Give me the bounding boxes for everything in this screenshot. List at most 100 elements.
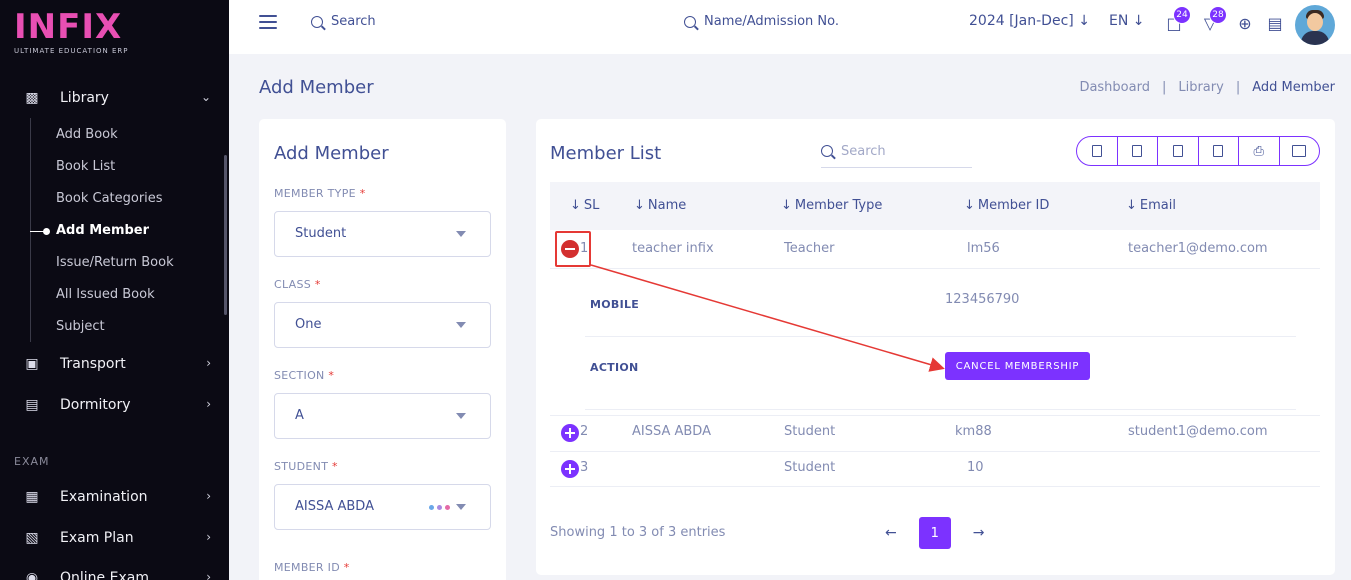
chevron-right-icon: › bbox=[206, 570, 211, 580]
library-submenu bbox=[30, 118, 222, 342]
academic-year-value: 2024 [Jan-Dec] bbox=[969, 13, 1074, 29]
member-id-label: MEMBER ID * bbox=[274, 561, 350, 574]
breadcrumb-separator: | bbox=[1161, 80, 1167, 95]
excel-button[interactable] bbox=[1118, 137, 1158, 165]
bell-icon[interactable]: ▽ 28 bbox=[1199, 6, 1227, 34]
expand-row-button[interactable] bbox=[561, 460, 579, 478]
globe-icon: ◉ bbox=[25, 570, 39, 580]
sidebar-subitem-all-issued-book[interactable]: All Issued Book bbox=[56, 287, 155, 302]
class-select[interactable]: One bbox=[274, 302, 491, 348]
academic-year-select[interactable]: 2024 [Jan-Dec] ↓ bbox=[969, 13, 1090, 29]
admission-search[interactable]: Name/Admission No. bbox=[684, 14, 839, 29]
row-2-email: student1@demo.com bbox=[1128, 424, 1268, 439]
sort-arrow-icon: ↓ bbox=[634, 198, 645, 213]
chart-icon[interactable]: ▤ bbox=[1267, 13, 1283, 33]
sidebar-subitem-book-categories[interactable]: Book Categories bbox=[56, 191, 163, 206]
detail-mobile-value: 123456790 bbox=[945, 292, 1020, 307]
class-value: One bbox=[295, 317, 322, 332]
hamburger-menu-icon[interactable] bbox=[259, 15, 277, 29]
sort-arrow-icon: ↓ bbox=[570, 198, 581, 213]
form-title: Add Member bbox=[274, 143, 389, 164]
sidebar-item-transport[interactable]: ▣ Transport › bbox=[22, 350, 217, 378]
column-header-member-type[interactable]: ↓ Member Type bbox=[781, 198, 883, 213]
active-indicator-dot bbox=[43, 228, 50, 235]
map-icon: ▦ bbox=[25, 489, 39, 505]
member-list-title: Member List bbox=[550, 143, 662, 164]
column-visibility-button[interactable] bbox=[1280, 137, 1320, 165]
sidebar-item-library[interactable]: ▩ Library ⌄ bbox=[22, 84, 217, 112]
globe-icon[interactable]: ⊕ bbox=[1238, 13, 1252, 33]
csv-button[interactable] bbox=[1158, 137, 1199, 165]
sidebar-item-dormitory[interactable]: ▤ Dormitory › bbox=[22, 391, 217, 419]
chat-badge: 24 bbox=[1173, 6, 1191, 24]
row-2-name: AISSA ABDA bbox=[632, 424, 711, 439]
prev-page-button[interactable]: ← bbox=[885, 525, 897, 541]
column-header-name[interactable]: ↓ Name bbox=[634, 198, 687, 213]
row-divider bbox=[550, 451, 1320, 452]
avatar[interactable] bbox=[1295, 5, 1335, 45]
copy-button[interactable] bbox=[1077, 137, 1118, 165]
detail-divider bbox=[585, 409, 1296, 410]
admission-search-label: Name/Admission No. bbox=[704, 14, 839, 29]
sidebar-subitem-subject[interactable]: Subject bbox=[56, 319, 105, 334]
language-select[interactable]: EN ↓ bbox=[1109, 13, 1145, 29]
breadcrumb-dashboard[interactable]: Dashboard bbox=[1079, 80, 1150, 95]
sidebar-subitem-issue-return-book[interactable]: Issue/Return Book bbox=[56, 255, 174, 270]
caret-down-icon bbox=[456, 322, 466, 328]
sidebar-subitem-book-list[interactable]: Book List bbox=[56, 159, 116, 174]
student-select[interactable]: AISSA ABDA bbox=[274, 484, 491, 530]
print-button[interactable]: ⎙ bbox=[1239, 137, 1280, 165]
column-header-member-id[interactable]: ↓ Member ID bbox=[964, 198, 1050, 213]
header-search[interactable]: Search bbox=[311, 14, 376, 29]
copy-icon bbox=[1091, 145, 1102, 157]
collapse-row-button[interactable] bbox=[561, 240, 579, 258]
sidebar-item-examination[interactable]: ▦ Examination › bbox=[22, 483, 217, 511]
pdf-icon bbox=[1213, 145, 1224, 157]
export-toolbar: ⎙ bbox=[1076, 136, 1320, 166]
member-type-label: MEMBER TYPE * bbox=[274, 187, 366, 200]
expand-row-button[interactable] bbox=[561, 424, 579, 442]
sidebar-item-exam-plan[interactable]: ▧ Exam Plan › bbox=[22, 524, 217, 552]
sidebar-item-label: Examination bbox=[60, 489, 148, 505]
row-1-member-id: lm56 bbox=[967, 241, 1000, 256]
breadcrumb: Dashboard | Library | Add Member bbox=[1079, 80, 1335, 95]
student-label: STUDENT * bbox=[274, 460, 338, 473]
sidebar-subitem-add-book[interactable]: Add Book bbox=[56, 127, 118, 142]
section-value: A bbox=[295, 408, 304, 423]
bed-icon: ▤ bbox=[25, 397, 39, 413]
next-page-button[interactable]: → bbox=[972, 525, 985, 541]
section-select[interactable]: A bbox=[274, 393, 491, 439]
sidebar-subitem-add-member[interactable]: Add Member bbox=[56, 223, 150, 238]
column-header-sl[interactable]: ↓ SL bbox=[570, 198, 600, 213]
table-search-input[interactable]: Search bbox=[821, 135, 972, 168]
row-3-sl: 3 bbox=[580, 460, 589, 475]
page-button-1[interactable]: 1 bbox=[918, 517, 951, 549]
sidebar-scrollbar[interactable] bbox=[224, 155, 227, 315]
header-search-label: Search bbox=[331, 14, 376, 29]
top-header: Search Name/Admission No. 2024 [Jan-Dec]… bbox=[229, 0, 1351, 54]
bus-icon: ▣ bbox=[25, 356, 39, 372]
caret-down-icon bbox=[456, 504, 466, 510]
excel-icon bbox=[1132, 145, 1143, 157]
sidebar-item-label: Library bbox=[60, 90, 109, 106]
section-label-exam: EXAM bbox=[14, 455, 50, 468]
row-divider bbox=[550, 268, 1320, 269]
table-search-placeholder: Search bbox=[841, 143, 886, 159]
row-1-sl: 1 bbox=[580, 241, 589, 256]
member-list-panel: Member List Search ⎙ ↓ SL ↓ Name ↓ Member T… bbox=[536, 119, 1335, 575]
sidebar-item-online-exam[interactable]: ◉ Online Exam › bbox=[22, 564, 217, 580]
chevron-right-icon: › bbox=[206, 356, 211, 370]
column-header-email[interactable]: ↓ Email bbox=[1126, 198, 1176, 213]
row-3-type: Student bbox=[784, 460, 836, 475]
breadcrumb-library[interactable]: Library bbox=[1178, 80, 1224, 95]
chat-icon[interactable]: □ 24 bbox=[1163, 6, 1191, 34]
row-2-type: Student bbox=[784, 424, 836, 439]
arrow-down-icon: ↓ bbox=[1078, 13, 1090, 29]
member-type-select[interactable]: Student bbox=[274, 211, 491, 257]
logo[interactable]: INFIX ULTIMATE EDUCATION ERP bbox=[14, 10, 214, 60]
cancel-membership-button[interactable]: CANCEL MEMBERSHIP bbox=[945, 352, 1090, 380]
pdf-button[interactable] bbox=[1199, 137, 1239, 165]
sidebar-item-label: Online Exam bbox=[60, 570, 149, 580]
search-icon bbox=[821, 145, 833, 157]
breadcrumb-current: Add Member bbox=[1252, 80, 1335, 95]
